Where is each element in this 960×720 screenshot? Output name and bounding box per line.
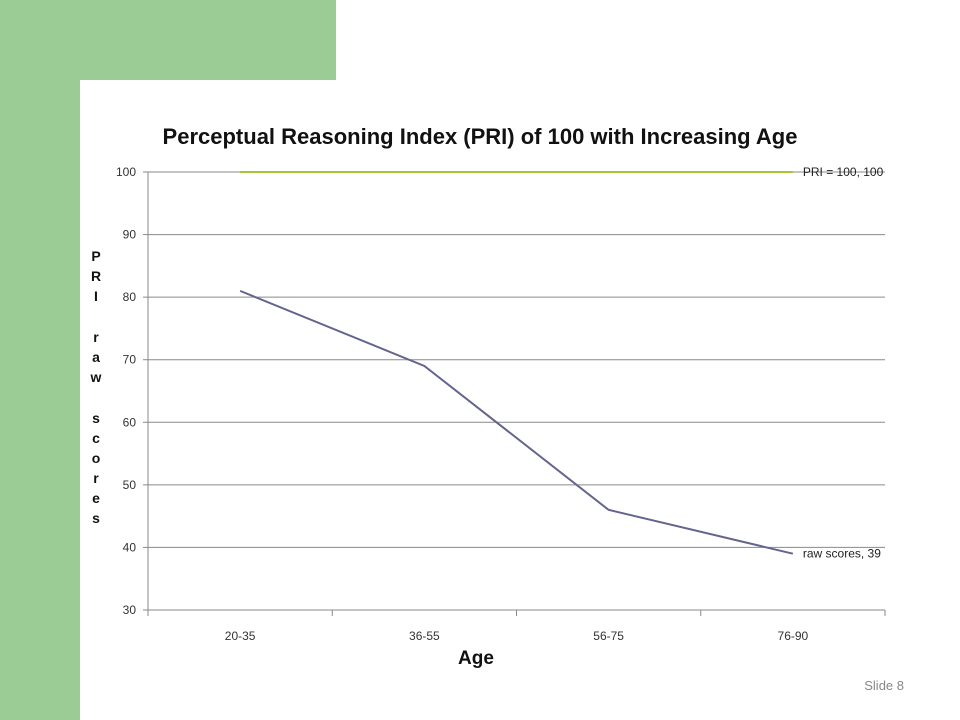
y-axis-label-letter: s: [92, 409, 100, 426]
x-tick-label: 20-35: [225, 629, 256, 643]
y-axis-label-letter: o: [91, 449, 101, 466]
y-axis-label-letter: r: [93, 470, 99, 487]
y-axis-label-letter: w: [90, 369, 102, 386]
x-tick-label: 36-55: [409, 629, 440, 643]
y-tick-label: 100: [116, 165, 136, 179]
slide-content-area: [80, 80, 960, 720]
accent-band-left: [0, 0, 80, 720]
y-axis-label-letter: R: [90, 268, 102, 285]
y-tick-label: 70: [123, 353, 137, 367]
y-tick-label: 40: [123, 540, 137, 554]
y-axis-label-letter: c: [92, 429, 100, 446]
series-line-raw-scores: [239, 289, 794, 555]
y-axis-label-letter: e: [92, 490, 100, 507]
series-data-label: raw scores, 39: [803, 547, 881, 561]
series-data-label: PRI = 100, 100: [803, 165, 884, 179]
y-axis-label-letter: a: [92, 348, 100, 365]
y-axis-label-letter: s: [92, 510, 100, 527]
y-tick-label: 50: [123, 478, 137, 492]
slide-number: Slide 8: [864, 678, 904, 693]
x-tick-label: 56-75: [593, 629, 624, 643]
y-tick-label: 90: [123, 228, 137, 242]
x-tick-label: 76-90: [778, 629, 809, 643]
x-axis-label: Age: [458, 648, 494, 669]
y-axis-label-letter: r: [93, 328, 99, 345]
y-axis-label-letter: I: [94, 288, 98, 305]
y-axis-label-letter: P: [91, 248, 101, 264]
chart-title: Perceptual Reasoning Index (PRI) of 100 …: [0, 124, 880, 150]
y-tick-label: 60: [123, 415, 137, 429]
y-tick-label: 80: [123, 290, 137, 304]
chart-title-text: Perceptual Reasoning Index (PRI) of 100 …: [162, 124, 798, 149]
y-tick-label: 30: [123, 603, 137, 617]
